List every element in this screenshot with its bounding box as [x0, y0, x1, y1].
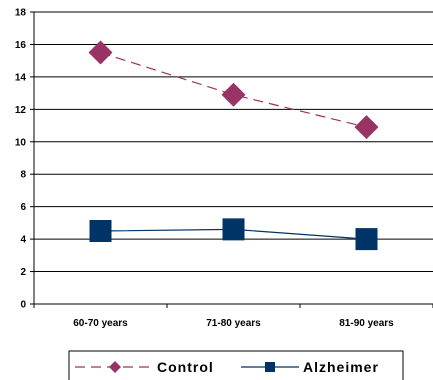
y-tick-label: 8	[20, 170, 26, 181]
alzheimer-data-point	[222, 218, 245, 241]
y-tick-label: 4	[20, 235, 26, 246]
legend-label: Control	[157, 359, 214, 375]
y-tick-label: 0	[20, 300, 26, 311]
x-axis-category-labels: 60-70 years 71-80 years 81-90 years	[73, 318, 394, 329]
x-category-label: 71-80 years	[206, 318, 261, 329]
y-tick-label: 10	[15, 137, 27, 148]
series-line-control	[100, 51, 367, 128]
series-alzheimer	[89, 218, 378, 251]
series-control	[88, 40, 379, 140]
y-tick-label: 16	[15, 40, 27, 51]
control-data-point	[354, 115, 379, 140]
legend-label: Alzheimer	[303, 359, 379, 375]
x-category-label: 60-70 years	[73, 318, 128, 329]
x-category-label: 81-90 years	[339, 318, 394, 329]
y-tick-label: 6	[20, 202, 26, 213]
y-tick-label: 2	[20, 267, 26, 278]
alzheimer-data-point	[89, 220, 112, 242]
legend: Control Alzheimer	[68, 350, 404, 380]
y-tick-label: 12	[15, 105, 27, 116]
y-tick-label: 18	[15, 8, 27, 19]
y-tick-label: 14	[15, 72, 27, 83]
legend-marker	[265, 362, 275, 372]
y-axis-tick-labels: 0 2 4 6 8 10 12 14 16 18	[15, 8, 27, 311]
legend-box	[68, 350, 404, 380]
alzheimer-data-point	[355, 228, 378, 251]
legend-marker	[109, 361, 121, 373]
series-layer	[88, 40, 379, 251]
control-data-point	[221, 82, 246, 107]
control-data-point	[88, 40, 113, 65]
legend-entry-alzheimer: Alzheimer	[241, 359, 379, 375]
legend-entry-control: Control	[75, 359, 214, 375]
axes	[30, 11, 433, 308]
